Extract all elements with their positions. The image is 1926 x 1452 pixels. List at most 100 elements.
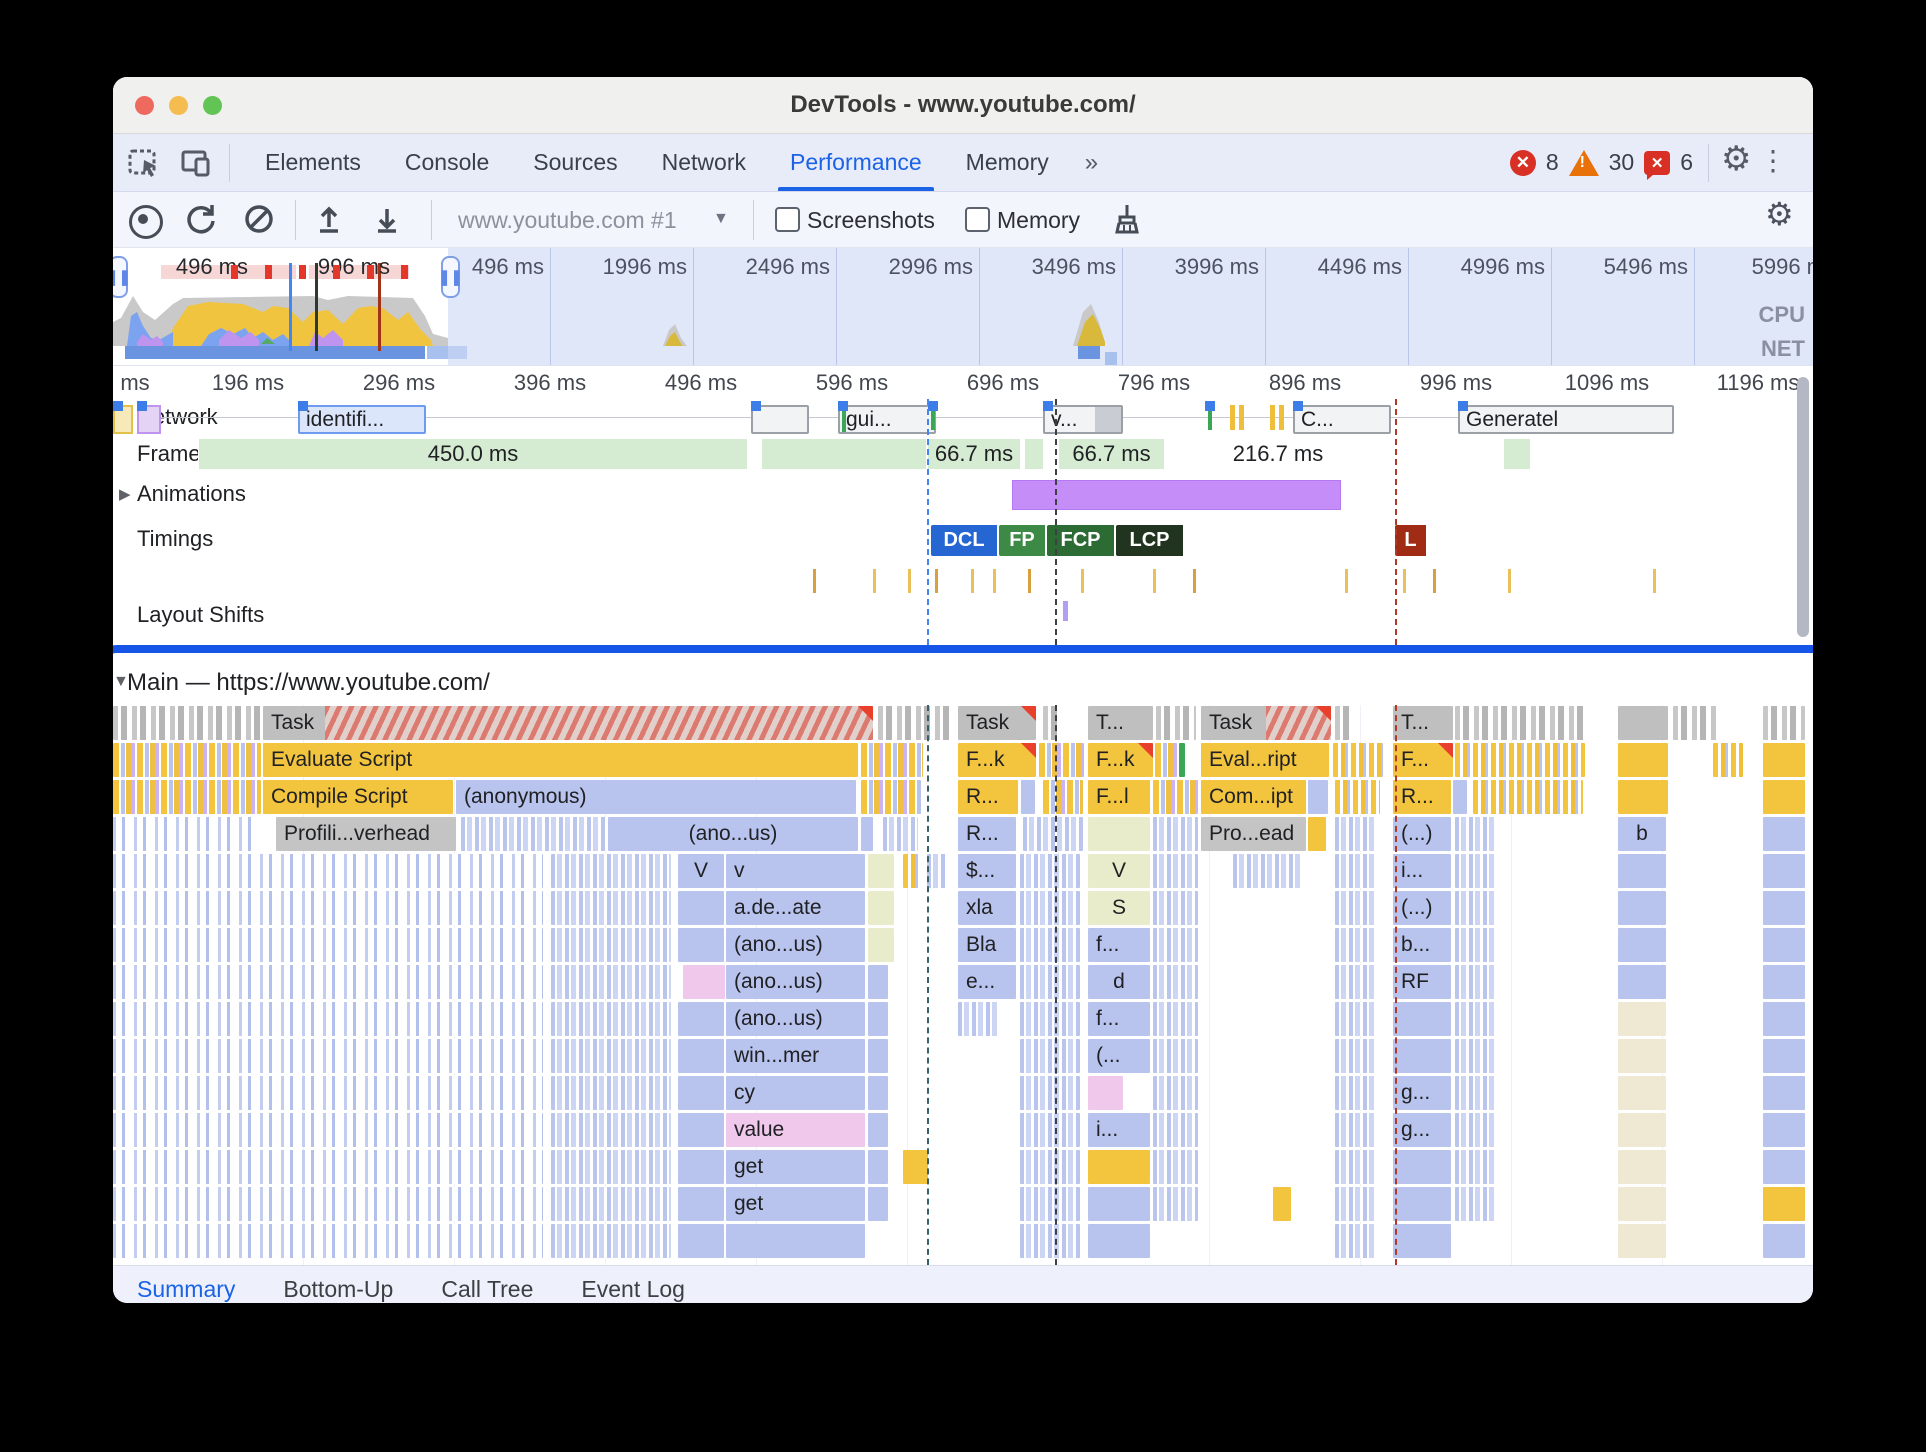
flame-bar[interactable]: Task <box>958 706 1036 740</box>
timing-marker-dcl[interactable]: DCL <box>931 525 999 556</box>
flame-bar[interactable] <box>1308 780 1328 814</box>
flame-bar[interactable] <box>1335 706 1353 740</box>
flame-bar[interactable]: (anonymous) <box>456 780 856 814</box>
flame-bar[interactable]: (ano...us) <box>726 1002 865 1036</box>
flame-bar[interactable]: V <box>678 854 724 888</box>
flame-bar[interactable]: F...l <box>1088 780 1150 814</box>
flame-bar[interactable] <box>1673 706 1718 740</box>
flame-bar[interactable] <box>113 1224 543 1258</box>
flame-bar[interactable] <box>678 1224 724 1258</box>
overview-right-handle[interactable]: ❚❚ <box>438 256 463 298</box>
network-track[interactable]: ▶ Network identifi...gui...v...C...Gener… <box>113 399 1813 436</box>
flame-bar[interactable] <box>1453 780 1467 814</box>
flame-bar[interactable] <box>903 854 921 888</box>
flame-bar[interactable] <box>861 780 921 814</box>
flame-bar[interactable] <box>1618 706 1668 740</box>
flame-bar[interactable] <box>683 965 725 999</box>
flame-bar[interactable] <box>868 1076 888 1110</box>
timing-marker-fcp[interactable]: FCP <box>1047 525 1116 556</box>
flame-bar[interactable] <box>1763 780 1805 814</box>
flame-bar[interactable] <box>678 891 724 925</box>
capture-settings-icon[interactable]: ⚙ <box>1765 196 1794 232</box>
flame-bar[interactable] <box>1020 854 1080 888</box>
flame-bar[interactable] <box>1020 1150 1080 1184</box>
flame-bar[interactable] <box>113 1150 543 1184</box>
flame-bar[interactable] <box>1335 1076 1375 1110</box>
timings-track[interactable]: Timings DCL FP FCP LCP L <box>113 515 1813 567</box>
flame-bar[interactable] <box>1153 965 1198 999</box>
network-request[interactable]: Generatel <box>1458 405 1674 434</box>
flame-bar[interactable]: R... <box>1393 780 1451 814</box>
flame-bar[interactable] <box>1763 1187 1805 1221</box>
flame-bar[interactable]: value <box>726 1113 865 1147</box>
flame-bar[interactable] <box>726 1224 865 1258</box>
flame-bar[interactable] <box>868 854 894 888</box>
flame-bar[interactable] <box>1308 817 1326 851</box>
flame-bar[interactable]: i... <box>1088 1113 1150 1147</box>
flame-bar[interactable] <box>1618 1076 1666 1110</box>
flame-bar[interactable] <box>1763 1113 1805 1147</box>
flame-bar[interactable] <box>113 1002 543 1036</box>
flame-bar[interactable]: Pro...ead <box>1201 817 1306 851</box>
flame-bar[interactable]: V <box>1088 854 1150 888</box>
flame-bar[interactable] <box>551 965 671 999</box>
flame-bar[interactable] <box>868 1187 888 1221</box>
flame-bar[interactable] <box>868 928 894 962</box>
warning-count-icon[interactable] <box>1568 149 1599 176</box>
main-collapse-icon[interactable]: ▼ <box>113 673 129 690</box>
flame-bar[interactable] <box>1618 1150 1666 1184</box>
flame-bar[interactable] <box>1335 817 1375 851</box>
flame-bar[interactable]: (ano...us) <box>608 817 858 851</box>
flame-bar[interactable] <box>678 1113 724 1147</box>
flame-bar[interactable] <box>1153 1076 1198 1110</box>
flame-bar[interactable] <box>1618 1113 1666 1147</box>
frame-segment[interactable] <box>1024 439 1044 469</box>
flame-bar[interactable] <box>1273 1187 1291 1221</box>
flame-bar[interactable] <box>1618 928 1666 962</box>
flame-bar[interactable] <box>551 1076 671 1110</box>
flame-bar[interactable]: f... <box>1088 928 1150 962</box>
record-button[interactable] <box>129 205 163 239</box>
flame-bar[interactable] <box>1335 1039 1375 1073</box>
tracks-scrollbar[interactable] <box>1797 377 1809 637</box>
frame-segment[interactable]: 216.7 ms <box>1232 441 1324 466</box>
flame-bar[interactable]: v <box>726 854 865 888</box>
flame-bar[interactable]: Evaluate Script <box>263 743 858 777</box>
more-options-icon[interactable]: ⋮ <box>1759 145 1787 176</box>
flame-bar[interactable] <box>1455 1113 1495 1147</box>
flame-bar[interactable]: (ano...us) <box>726 965 865 999</box>
flame-bar[interactable] <box>1393 1150 1451 1184</box>
flame-bar[interactable] <box>1455 1076 1495 1110</box>
flame-bar[interactable] <box>868 1002 888 1036</box>
flame-bar[interactable]: Task <box>263 706 873 740</box>
flame-bar[interactable]: R... <box>958 780 1018 814</box>
flame-bar[interactable] <box>113 1113 543 1147</box>
flame-bar[interactable] <box>1088 1076 1123 1110</box>
frame-segment[interactable]: 66.7 ms <box>927 439 1021 469</box>
flame-bar[interactable] <box>678 1076 724 1110</box>
flame-bar[interactable] <box>1618 854 1666 888</box>
flame-bar[interactable] <box>1713 743 1743 777</box>
flame-bar[interactable] <box>551 1150 671 1184</box>
flame-bar[interactable]: S <box>1088 891 1150 925</box>
network-request-chip[interactable] <box>113 405 133 434</box>
settings-gear-icon[interactable]: ⚙ <box>1721 140 1752 178</box>
network-request[interactable]: gui... <box>838 405 936 434</box>
flame-bar[interactable]: get <box>726 1150 865 1184</box>
timing-marker-fp[interactable]: FP <box>999 525 1047 556</box>
flame-bar[interactable] <box>1763 1039 1805 1073</box>
flame-bar[interactable] <box>113 1076 543 1110</box>
flame-bar[interactable] <box>113 928 543 962</box>
flame-bar[interactable] <box>1153 891 1198 925</box>
flame-bar[interactable] <box>1043 780 1083 814</box>
flame-bar[interactable] <box>1618 1002 1666 1036</box>
flame-bar[interactable] <box>1618 743 1668 777</box>
zoom-window-button[interactable] <box>203 96 222 115</box>
flame-bar[interactable] <box>1455 965 1495 999</box>
flame-bar[interactable]: (...) <box>1393 817 1451 851</box>
tab-memory[interactable]: Memory <box>965 149 1049 175</box>
flame-bar[interactable]: Task <box>1201 706 1331 740</box>
flame-bar[interactable] <box>1153 1039 1198 1073</box>
flame-bar[interactable] <box>927 854 947 888</box>
